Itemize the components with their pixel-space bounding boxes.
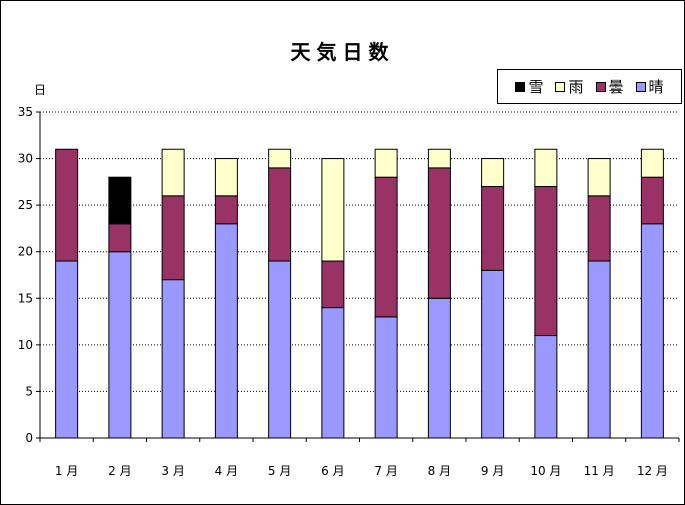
bar-cloudy — [108, 223, 132, 253]
tick-labels: 0 5 10 15 20 25 30 35 1 月 2 月 3 月 4 月 5 月 6 月 7 月 8 月 9 … — [18, 105, 668, 478]
bar-rain — [427, 148, 451, 169]
bar-sunny — [55, 260, 79, 439]
bar-cloudy — [481, 186, 505, 271]
bar-rain — [161, 148, 185, 197]
bar-cloudy — [214, 195, 238, 225]
bar-rain — [374, 148, 398, 178]
legend-item-sunny: 晴 — [635, 76, 664, 97]
y-tick-label: 15 — [18, 291, 33, 305]
bar-sunny — [427, 297, 451, 439]
y-tick-label: 30 — [18, 152, 33, 166]
y-tick-label: 35 — [18, 105, 33, 119]
bar-cloudy — [427, 167, 451, 299]
x-tick-label: 12 月 — [637, 464, 668, 478]
bar-sunny — [640, 223, 664, 439]
legend-label-sunny: 晴 — [648, 78, 664, 96]
gridlines — [40, 111, 679, 392]
bar-rain — [534, 148, 558, 188]
bars — [55, 148, 664, 439]
x-tick-label: 3 月 — [161, 464, 184, 478]
bar-sunny — [374, 316, 398, 439]
bar-cloudy — [640, 176, 664, 225]
axes — [36, 111, 680, 442]
legend-item-cloudy: 曇 — [595, 76, 624, 97]
bar-cloudy — [161, 195, 185, 281]
bar-sunny — [534, 335, 558, 439]
bar-sunny — [321, 307, 345, 439]
y-tick-label: 20 — [18, 245, 33, 259]
y-tick-label: 10 — [18, 338, 33, 352]
bar-rain — [268, 148, 292, 169]
bar-sunny — [108, 251, 132, 439]
bar-rain — [321, 158, 345, 262]
bar-sunny — [481, 269, 505, 439]
bar-snow — [108, 176, 132, 225]
bar-cloudy — [268, 167, 292, 262]
x-tick-label: 2 月 — [108, 464, 131, 478]
bar-sunny — [214, 223, 238, 439]
legend-swatch-cloudy — [595, 81, 606, 92]
legend-label-cloudy: 曇 — [608, 78, 624, 96]
bar-rain — [481, 158, 505, 188]
y-tick-label: 25 — [18, 198, 33, 212]
bar-rain — [214, 158, 238, 197]
x-tick-label: 10 月 — [530, 464, 561, 478]
bar-rain — [587, 158, 611, 197]
x-tick-label: 9 月 — [481, 464, 504, 478]
x-tick-label: 11 月 — [584, 464, 615, 478]
chart-title: 天気日数 — [290, 40, 395, 64]
x-tick-label: 7 月 — [374, 464, 397, 478]
y-axis-label: 日 — [34, 83, 46, 97]
x-tick-label: 4 月 — [215, 464, 238, 478]
legend-label-rain: 雨 — [568, 78, 584, 96]
legend-swatch-rain — [555, 81, 566, 92]
bar-sunny — [268, 260, 292, 439]
legend-item-snow: 雪 — [515, 76, 543, 97]
x-tick-label: 6 月 — [321, 464, 344, 478]
bar-rain — [640, 148, 664, 178]
bar-cloudy — [374, 176, 398, 318]
legend-swatch-sunny — [635, 81, 646, 92]
bar-sunny — [161, 279, 185, 439]
bar-cloudy — [55, 148, 79, 262]
x-tick-label: 5 月 — [268, 464, 291, 478]
y-tick-label: 5 — [25, 384, 33, 398]
x-tick-label: 8 月 — [428, 464, 451, 478]
legend-item-rain: 雨 — [555, 76, 584, 97]
legend-swatch-snow — [515, 81, 526, 92]
chart-legend: 雪 雨 曇 晴 — [497, 69, 682, 104]
legend-label-snow: 雪 — [528, 78, 544, 96]
y-tick-label: 0 — [25, 431, 33, 445]
bar-cloudy — [534, 186, 558, 337]
bar-cloudy — [321, 260, 345, 309]
bar-sunny — [587, 260, 611, 439]
bar-cloudy — [587, 195, 611, 262]
x-tick-label: 1 月 — [55, 464, 78, 478]
